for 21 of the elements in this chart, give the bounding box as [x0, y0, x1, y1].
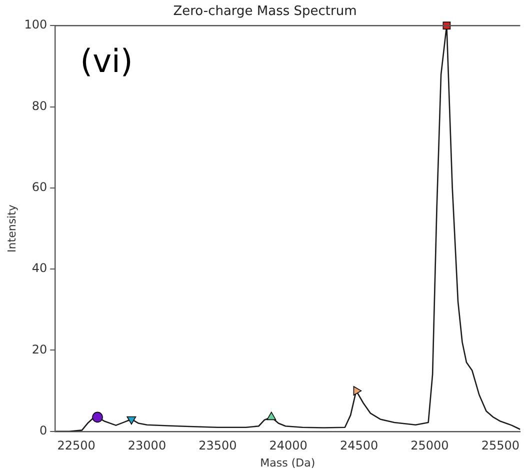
point: [266, 412, 276, 420]
x-tick-label: 23500: [198, 438, 237, 453]
y-axis-title: Intensity: [5, 204, 18, 252]
point: [92, 412, 103, 423]
x-tick-label: 22500: [57, 438, 96, 453]
point: [126, 416, 136, 425]
x-tick-label: 23000: [128, 438, 166, 453]
x-tick-label: 24500: [340, 438, 378, 453]
x-tick-label: 25000: [410, 438, 449, 453]
chart-title: Zero-charge Mass Spectrum: [173, 4, 357, 20]
point: [353, 386, 362, 396]
y-tick-label: 60: [32, 180, 48, 194]
y-tick-label: 80: [32, 98, 48, 113]
x-tick-label: 24000: [269, 438, 308, 453]
x-tick-label: 25500: [481, 438, 520, 453]
y-tick-label: 40: [32, 261, 48, 276]
annotation: (vi): [80, 42, 133, 80]
y-tick-label: 0: [39, 424, 48, 438]
x-axis-title: Mass (Da): [260, 456, 316, 470]
y-tick-label: 100: [24, 18, 48, 32]
y-tick-label: 20: [32, 342, 48, 356]
